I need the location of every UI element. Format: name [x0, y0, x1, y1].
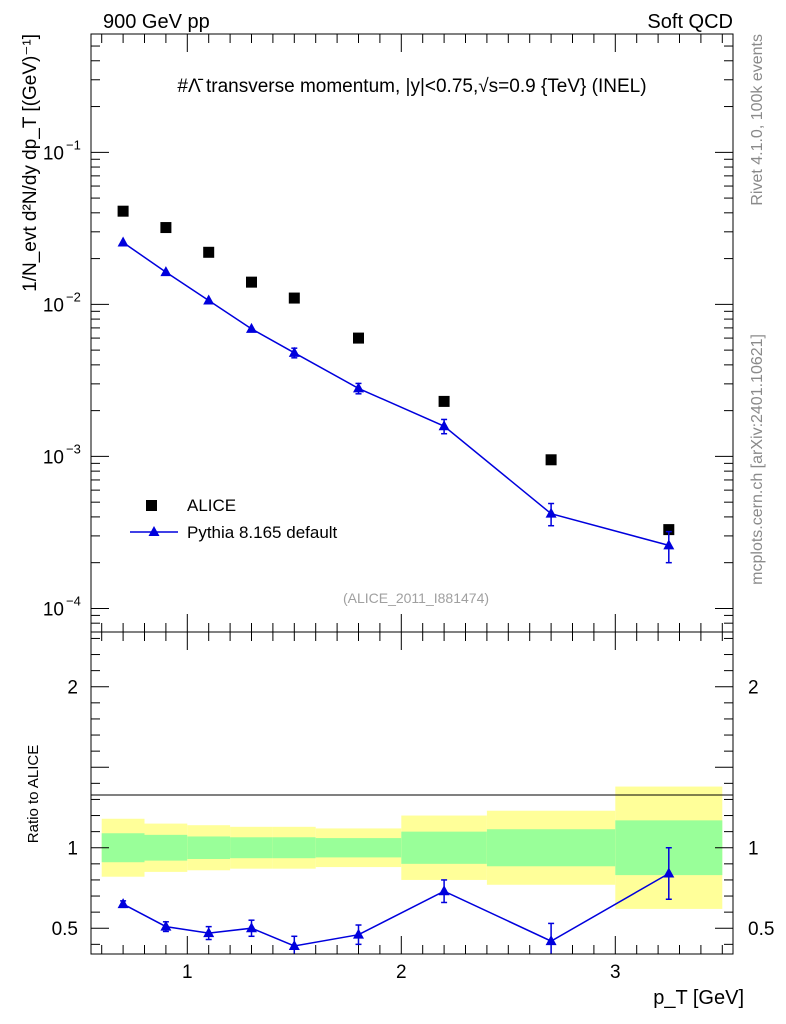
legend-alice-label: ALICE [187, 496, 236, 515]
alice-point [663, 524, 675, 536]
pythia-point [117, 236, 129, 247]
pythia-point [438, 420, 450, 431]
ratio-point [203, 927, 215, 938]
main-y-tick-exponent: −1 [66, 137, 81, 152]
legend-pythia-marker [148, 526, 160, 536]
main-y-tick-label: 10 [43, 599, 64, 620]
main-data-points [117, 205, 675, 564]
main-y-tick-exponent: −4 [66, 593, 81, 608]
ratio-uncertainty-bands [101, 786, 723, 909]
ratio-data-points [117, 846, 675, 954]
main-y-axis-label: 1/N_evt d²N/dy dp_T [(GeV)⁻¹] [20, 34, 41, 292]
alice-point [160, 222, 172, 234]
ratio-inner-band [401, 831, 487, 864]
x-axis-label: p_T [GeV] [653, 987, 744, 1009]
pythia-point [246, 322, 257, 333]
ratio-y-tick-label-right: 1 [748, 839, 759, 860]
pythia-point [545, 507, 557, 518]
alice-point [545, 454, 557, 466]
ratio-inner-band [315, 838, 402, 858]
main-axis-ticks [91, 34, 733, 633]
side-label-bottom: mcplots.cern.ch [arXiv:2401.10621] [749, 334, 766, 585]
ratio-point [246, 922, 257, 933]
main-y-tick-label: 10 [43, 143, 64, 164]
ratio-inner-band [230, 837, 273, 859]
ratio-inner-band [272, 837, 316, 859]
ratio-point [438, 885, 450, 896]
legend-pythia-label: Pythia 8.165 default [187, 523, 338, 542]
alice-point [246, 276, 257, 288]
alice-point [353, 332, 364, 344]
ratio-plot-panel: 0.5 0.5 1 1 2 2 1 2 3 Ratio to ALICE p_T [GeV] [25, 631, 775, 1009]
reference-label: (ALICE_2011_I881474) [343, 590, 489, 606]
main-plot-frame [90, 33, 734, 633]
main-y-tick-label: 10 [43, 295, 64, 316]
pythia-point [353, 382, 364, 393]
ratio-point [117, 898, 129, 909]
ratio-inner-band [187, 836, 231, 860]
pythia-point [663, 539, 675, 550]
ratio-y-tick-label: 2 [67, 678, 78, 699]
main-y-tick-exponent: −2 [66, 289, 81, 304]
ratio-y-axis-label: Ratio to ALICE [25, 745, 42, 843]
pythia-point [160, 266, 172, 277]
main-y-tick-label: 10 [43, 447, 64, 468]
legend: ALICE Pythia 8.165 default [130, 496, 338, 542]
ratio-point [663, 867, 675, 878]
x-tick-label: 3 [610, 962, 621, 983]
ratio-point [288, 939, 300, 950]
main-y-tick-labels: 10−110−210−310−4 [43, 137, 81, 620]
alice-point [117, 205, 129, 217]
alice-point [203, 246, 215, 258]
ratio-tick-labels: 0.5 0.5 1 1 2 2 1 2 3 [52, 678, 775, 983]
ratio-y-tick-label: 1 [67, 839, 78, 860]
ratio-y-tick-label-right: 2 [748, 678, 759, 699]
pythia-point [203, 294, 215, 305]
ratio-y-tick-label-right: 0.5 [748, 919, 774, 940]
ratio-point [160, 920, 172, 931]
header-right-label: Soft QCD [647, 11, 733, 33]
ratio-inner-band [486, 829, 616, 867]
main-plot-title: #Λ̄ transverse momentum, |y|<0.75,√s=0.9… [177, 76, 646, 97]
ratio-axis-ticks [91, 632, 733, 954]
alice-point [438, 395, 450, 407]
x-tick-label: 2 [396, 962, 407, 983]
header-left-label: 900 GeV pp [103, 11, 210, 33]
pythia-point [288, 346, 300, 357]
ratio-y-tick-label: 0.5 [52, 919, 78, 940]
side-label-top: Rivet 4.1.0, 100k events [749, 34, 766, 206]
main-plot-panel: 10−110−210−310−4 #Λ̄ transverse momentum… [20, 33, 734, 633]
x-tick-label: 1 [182, 962, 193, 983]
ratio-point [353, 928, 364, 939]
ratio-point [545, 935, 557, 946]
alice-point [288, 292, 300, 304]
ratio-plot-frame [90, 631, 734, 955]
legend-alice-marker [146, 500, 157, 511]
ratio-inner-band [144, 834, 188, 861]
main-y-tick-exponent: −3 [66, 441, 81, 456]
